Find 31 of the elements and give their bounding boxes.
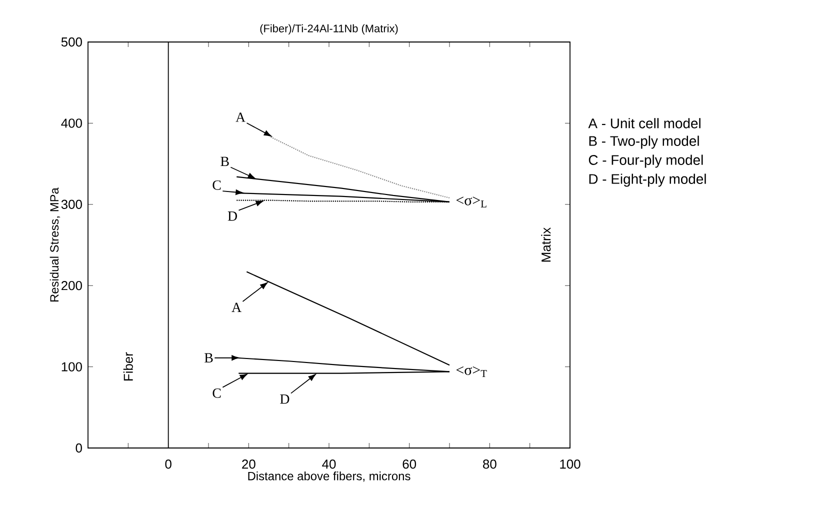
annotation: <σ>$_{T}$ bbox=[456, 366, 487, 378]
y-tick-label: 400 bbox=[61, 118, 82, 128]
annotation: Matrix bbox=[541, 228, 551, 262]
annotation: D bbox=[280, 394, 290, 404]
annotation: Fiber bbox=[123, 352, 133, 380]
x-tick-label: 20 bbox=[242, 460, 256, 469]
y-tick-label: 500 bbox=[61, 37, 82, 47]
annotation: C bbox=[212, 180, 221, 190]
annotation: B bbox=[220, 156, 229, 166]
annotation: A bbox=[236, 112, 246, 122]
y-tick-label: 0 bbox=[76, 443, 82, 453]
x-tick-label: 40 bbox=[322, 460, 336, 469]
text: D - Eight-ply model bbox=[589, 174, 706, 187]
annotation: B bbox=[204, 353, 213, 362]
chart-title: (Fiber)/Ti-24Al-11Nb (Matrix) bbox=[260, 24, 398, 34]
text: C - Four-ply model bbox=[588, 154, 703, 168]
x-tick-label: 60 bbox=[402, 460, 416, 469]
x-tick-label: 100 bbox=[560, 460, 580, 469]
annotation: D bbox=[228, 212, 237, 221]
annotation: <σ>$_{L}$ bbox=[456, 196, 486, 208]
y-tick-label: 200 bbox=[62, 281, 82, 290]
y-tick-label: 300 bbox=[61, 200, 82, 209]
y-axis-title: Residual Stress, MPa bbox=[50, 188, 60, 302]
x-tick-label: 0 bbox=[165, 460, 172, 469]
annotation: C bbox=[212, 388, 221, 398]
y-tick-label: 100 bbox=[62, 362, 82, 372]
x-axis-title: Distance above fibers, microns bbox=[248, 472, 410, 482]
annotation: A bbox=[232, 302, 242, 312]
text: B - Two-ply model bbox=[589, 136, 699, 149]
x-tick-label: 80 bbox=[483, 460, 496, 469]
text: A - Unit cell model bbox=[588, 118, 700, 128]
